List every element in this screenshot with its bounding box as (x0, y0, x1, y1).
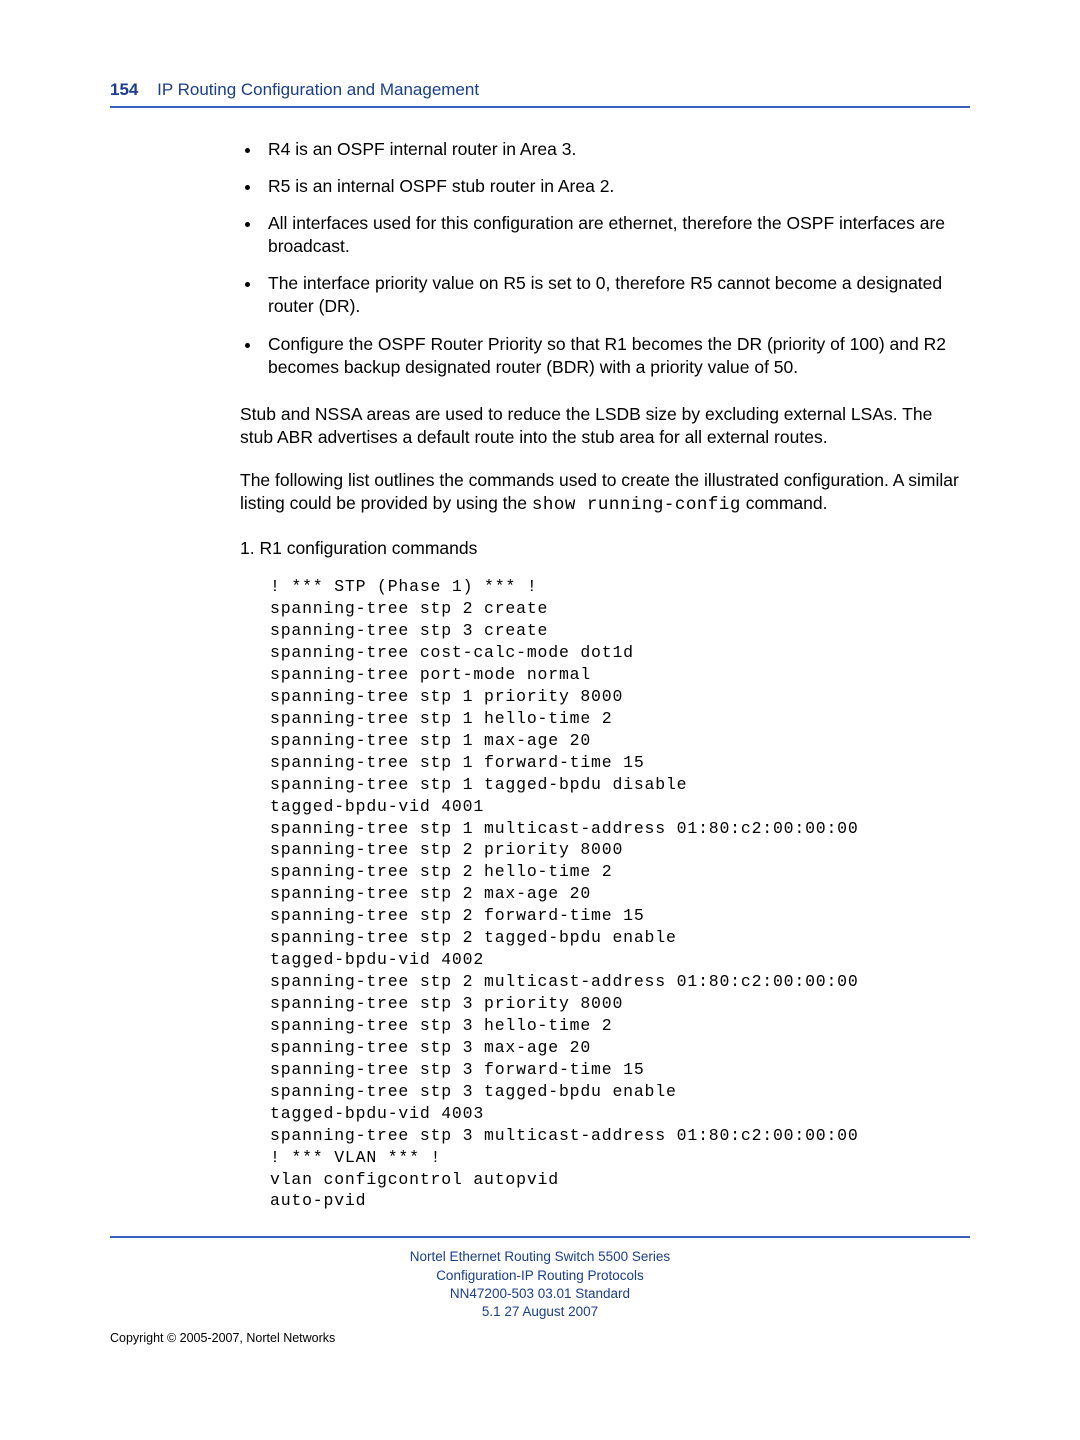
header-title: IP Routing Configuration and Management (157, 80, 479, 99)
page-container: 154 IP Routing Configuration and Managem… (0, 0, 1080, 1385)
paragraph-stub-nssa: Stub and NSSA areas are used to reduce t… (240, 403, 970, 449)
config-code-block: ! *** STP (Phase 1) *** ! spanning-tree … (270, 576, 970, 1212)
numbered-step: 1. R1 configuration commands (240, 537, 970, 560)
para-text: command. (741, 493, 828, 513)
list-item: All interfaces used for this configurati… (262, 212, 970, 258)
copyright: Copyright © 2005-2007, Nortel Networks (110, 1331, 970, 1345)
header-rule (110, 106, 970, 108)
footer-line: Nortel Ethernet Routing Switch 5500 Seri… (110, 1248, 970, 1266)
footer-line: 5.1 27 August 2007 (110, 1303, 970, 1321)
list-item: R4 is an OSPF internal router in Area 3. (262, 138, 970, 161)
bullet-list: R4 is an OSPF internal router in Area 3.… (240, 138, 970, 379)
page-number: 154 (110, 80, 138, 99)
paragraph-commands-intro: The following list outlines the commands… (240, 469, 970, 517)
list-item: The interface priority value on R5 is se… (262, 272, 970, 318)
body-content: R4 is an OSPF internal router in Area 3.… (240, 138, 970, 1212)
running-header: 154 IP Routing Configuration and Managem… (110, 80, 970, 100)
footer-line: NN47200-503 03.01 Standard (110, 1285, 970, 1303)
footer-line: Configuration-IP Routing Protocols (110, 1267, 970, 1285)
inline-command: show running-config (532, 495, 741, 515)
list-item: R5 is an internal OSPF stub router in Ar… (262, 175, 970, 198)
list-item: Configure the OSPF Router Priority so th… (262, 333, 970, 379)
footer: Nortel Ethernet Routing Switch 5500 Seri… (110, 1248, 970, 1321)
footer-rule (110, 1236, 970, 1238)
